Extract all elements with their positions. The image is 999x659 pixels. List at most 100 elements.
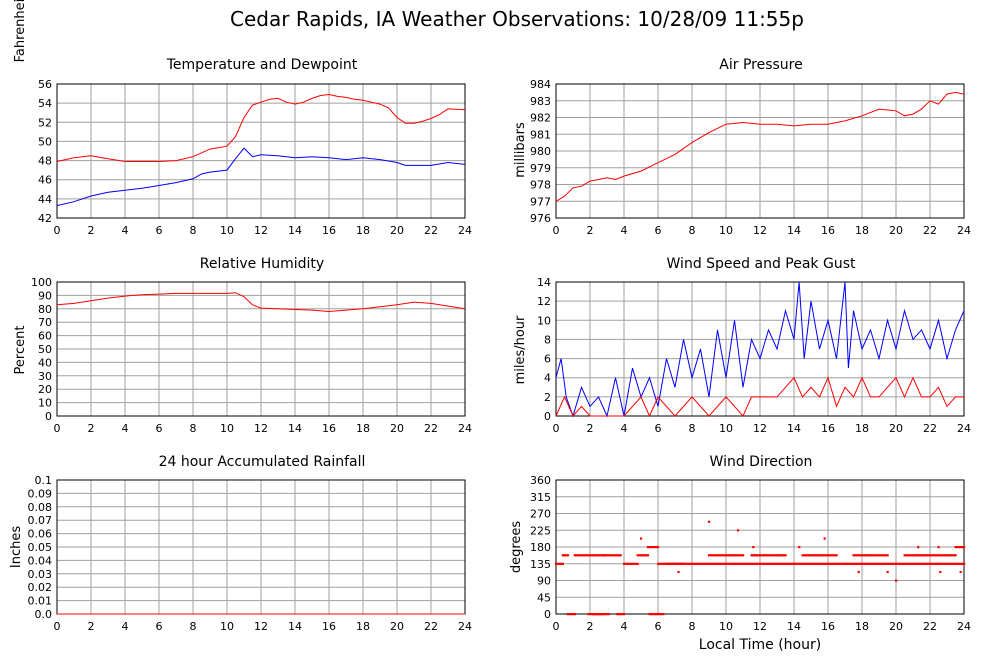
direction-point	[740, 562, 743, 565]
direction-point	[827, 562, 830, 565]
direction-point	[835, 554, 838, 557]
direction-point	[590, 613, 593, 616]
chart-title: Relative Humidity	[200, 256, 324, 272]
x-tick-label: 24	[957, 422, 971, 435]
direction-point	[925, 554, 928, 557]
direction-point	[811, 562, 814, 565]
y-axis-label: millibars	[513, 122, 528, 178]
direction-point	[728, 554, 731, 557]
direction-point	[682, 562, 685, 565]
x-tick-label: 2	[587, 620, 594, 633]
direction-point	[757, 554, 760, 557]
direction-point	[577, 554, 580, 557]
direction-point	[747, 562, 750, 565]
y-tick-label: 30	[38, 370, 52, 383]
direction-point	[597, 554, 600, 557]
direction-point	[867, 562, 870, 565]
direction-point	[699, 562, 702, 565]
x-tick-label: 4	[122, 422, 129, 435]
direction-point	[816, 562, 819, 565]
direction-point	[801, 554, 804, 557]
direction-point	[714, 562, 717, 565]
direction-point	[886, 562, 889, 565]
direction-point	[871, 562, 874, 565]
direction-point	[573, 613, 576, 616]
direction-point	[765, 562, 768, 565]
direction-point	[954, 554, 957, 557]
direction-point	[825, 554, 828, 557]
x-tick-label: 10	[220, 224, 234, 237]
y-tick-label: 0.04	[28, 554, 53, 567]
direction-point	[872, 562, 876, 565]
direction-point	[704, 562, 707, 565]
direction-point	[721, 554, 724, 557]
series-line-1	[56, 147, 466, 207]
direction-point	[949, 562, 952, 565]
direction-point	[855, 554, 859, 557]
direction-point	[937, 546, 940, 549]
direction-point	[770, 562, 774, 565]
direction-point	[801, 562, 804, 565]
direction-point	[861, 562, 864, 565]
y-tick-label: 12	[537, 295, 551, 308]
y-tick-label: 0.07	[28, 514, 53, 527]
direction-point	[854, 554, 857, 557]
x-tick-label: 16	[322, 422, 336, 435]
y-tick-label: 14	[537, 276, 551, 289]
direction-point	[821, 554, 825, 557]
direction-point	[867, 554, 870, 557]
direction-point	[759, 562, 762, 565]
y-tick-label: 10	[537, 314, 551, 327]
direction-point	[560, 562, 563, 565]
direction-point	[728, 562, 731, 565]
direction-point	[621, 613, 624, 616]
direction-point	[587, 554, 590, 557]
y-tick-label: 983	[530, 95, 551, 108]
plot-frame	[56, 281, 466, 417]
direction-point	[952, 554, 955, 557]
y-tick-label: 0	[544, 410, 551, 423]
x-tick-label: 24	[458, 422, 472, 435]
direction-point	[861, 554, 864, 557]
y-tick-label: 0.1	[35, 474, 53, 487]
direction-point	[818, 562, 821, 565]
x-tick-label: 24	[458, 224, 472, 237]
direction-point	[629, 562, 632, 565]
direction-point	[626, 562, 629, 565]
x-tick-label: 8	[190, 224, 197, 237]
x-tick-label: 10	[220, 422, 234, 435]
direction-point	[589, 554, 592, 557]
direction-point	[782, 562, 785, 565]
direction-point	[835, 562, 838, 565]
x-tick-label: 0	[553, 224, 560, 237]
direction-point	[954, 562, 957, 565]
x-tick-label: 14	[787, 422, 801, 435]
direction-point	[934, 562, 937, 565]
direction-point	[925, 562, 928, 565]
direction-point	[648, 546, 651, 549]
direction-point	[731, 554, 734, 557]
direction-point	[947, 562, 950, 565]
x-tick-label: 8	[190, 620, 197, 633]
direction-point	[833, 562, 836, 565]
y-tick-label: 70	[38, 316, 52, 329]
direction-point	[793, 562, 796, 565]
direction-point	[881, 562, 884, 565]
y-tick-label: 984	[530, 78, 551, 91]
direction-point	[857, 554, 860, 557]
direction-point	[922, 554, 925, 557]
x-tick-label: 6	[156, 224, 163, 237]
chart-title: 24 hour Accumulated Rainfall	[159, 454, 366, 470]
x-tick-label: 20	[889, 422, 903, 435]
direction-point	[810, 562, 813, 565]
direction-point	[575, 554, 578, 557]
x-tick-label: 16	[821, 224, 835, 237]
direction-point	[572, 613, 575, 616]
direction-point	[667, 562, 670, 565]
direction-point	[718, 562, 721, 565]
direction-point	[937, 554, 940, 557]
y-tick-label: 0.0	[35, 608, 53, 621]
direction-point	[905, 562, 908, 565]
